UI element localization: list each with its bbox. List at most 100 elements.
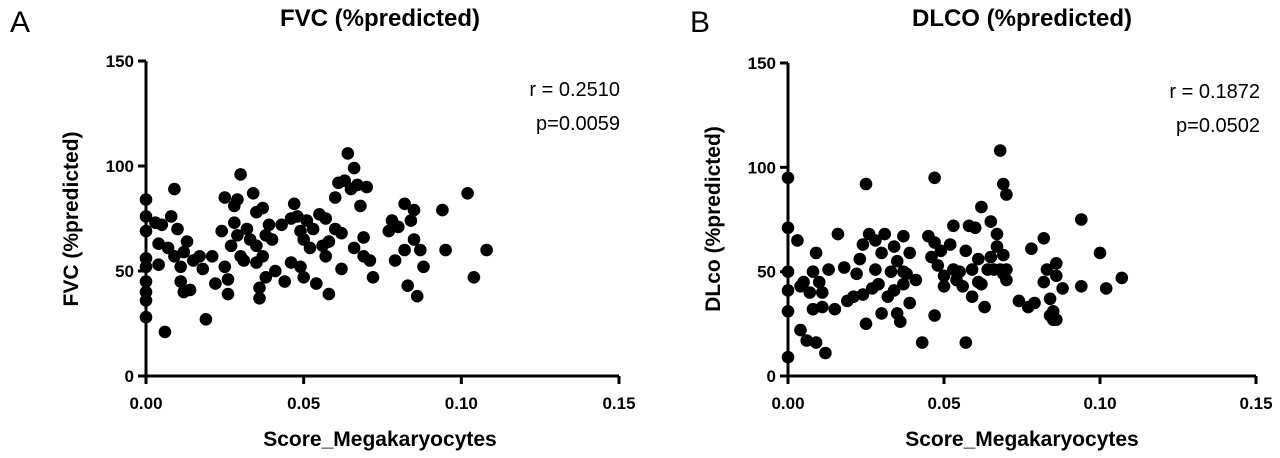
panel-b-data-point [900,267,913,281]
panel-a-data-point [259,271,273,284]
panel-a-data-point [152,237,165,250]
panel-b-data-point [1056,282,1069,295]
panel-b-data-point [812,275,826,289]
panel-b-data-point [897,277,910,291]
panel-a-data-point [221,273,235,286]
panel-a-data-point [398,243,411,257]
panel-a-data-point [139,193,153,206]
panel-a-data-point [139,310,153,324]
panel-a-data-point [357,231,370,244]
panel-a-data-point [354,199,367,213]
panel-b-r-annotation: r = 0.1872 [1169,81,1260,103]
panel-b-data-point [828,302,842,316]
panel-b-data-point [931,259,945,272]
panel-a-data-point [322,287,336,301]
panel-a-data-point [139,294,153,307]
panel-b-data-point [897,229,910,243]
panel-a-data-point [306,222,320,236]
panel-a-data-point [139,275,153,288]
panel-a-data-point [177,245,191,259]
panel-a-data-point [168,182,181,196]
panel-a-data-point [360,180,374,194]
panel-a-data-point [392,220,405,234]
panel-b-data-point [903,296,916,310]
panel-b-data-point [1037,232,1051,245]
panel-a-title: FVC (%predicted) [280,5,480,32]
panel-b-data-point [872,277,885,291]
panel-a-data-point [294,260,307,274]
panel-b-data-point [975,277,988,291]
panel-a-data-point [215,224,228,238]
panel-b-data-point [956,280,969,293]
panel-a-y-tick-label: 150 [106,52,134,71]
panel-b-data-point [791,234,804,247]
panel-a-data-point [265,233,279,246]
panel-b-data-point [947,219,960,233]
panel-a-data-point [407,203,421,217]
panel-a-data-point [234,168,247,181]
panel-b-data-point [809,336,823,349]
panel-b-data-point [1000,273,1013,287]
panel-a-data-point [410,289,424,303]
panel-a-y-tick-label: 100 [106,157,134,176]
panel-a-data-point [269,264,282,278]
panel-b-ticks: 0 50 100 150 0.00 0.05 0.10 0.15 [748,54,1273,413]
panel-a-data-point [335,262,348,276]
panel-a-axes [144,61,619,378]
panel-b-data-point [853,252,867,266]
panel-b-data-point [965,290,979,304]
panel-a-letter: A [10,6,30,39]
panel-b-x-axis-title: Score_Megakaryocytes [905,428,1138,451]
panel-a-data-point [341,147,355,160]
panel-b-data-point [968,221,982,235]
panel-a-data-point [398,197,411,211]
panel-a-data-point [363,254,377,267]
panel-a-data-point [139,210,153,223]
panel-b-data-point [894,315,907,329]
panel-a-data-point [417,260,430,274]
panel-b-data-point [819,346,832,360]
panel-a-y-tick-label: 50 [115,262,134,281]
panel-a-data-point [196,262,210,276]
panel-a-data-point [139,224,153,238]
panel-a-data-point [407,233,421,246]
panel-b-data-point [1050,269,1063,283]
panel-b-data-point [1115,271,1129,285]
panel-a-data-point [231,193,244,206]
panel-b-letter: B [690,6,710,39]
panel-a-data-point [467,271,481,284]
panel-b-data-point [984,250,998,264]
panel-a-data-point [218,191,232,204]
panel-a-data-point [461,187,474,200]
panel-a-data-point [322,235,336,248]
panel-b-data-point [928,309,941,322]
panel-a-data-point [221,287,235,301]
panel-b-data-point [1000,263,1013,276]
panel-b-data-point [997,177,1010,191]
panel-b-data-point [890,254,904,268]
panel-b-data-point [875,246,888,260]
panel-b-data-point [781,305,795,318]
panel-b-data-point [972,252,985,266]
panel-b-data-point [959,336,973,349]
panel-a-x-tick-label: 0.00 [129,394,162,413]
panel-b-x-tick-label: 0.15 [1239,394,1272,413]
panel-b-data-point [937,269,951,283]
panel-b-data-point [887,284,901,297]
panel-a-data-point [139,260,153,274]
panel-b-data-point [937,280,951,293]
panel-a-data-point [414,243,427,257]
panel-b-x-tick-label: 0.05 [927,394,960,413]
panel-a-data-point [237,254,251,267]
panel-b-data-point [1025,242,1038,255]
panel-a-data-point [168,249,181,263]
panel-b-data-point [1012,294,1026,308]
panel-a-data-point [174,275,187,288]
panel-b-axes [786,63,1256,378]
panel-a-data-point [240,222,254,236]
panel-b-y-tick-label: 0 [767,367,776,386]
panel-a-data-point [180,235,194,248]
panel-b-data-point [934,244,948,258]
panel-a-y-tick-label: 0 [125,367,134,386]
panel-a-data-point [218,260,232,274]
